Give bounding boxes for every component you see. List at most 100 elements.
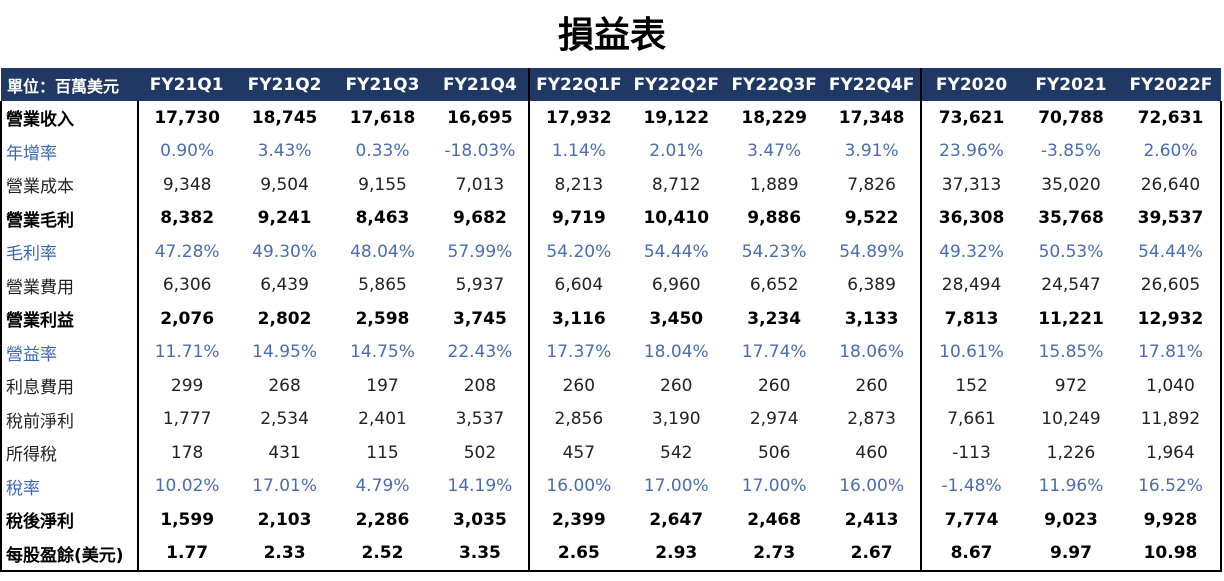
table-row: 稅率 10.02% 17.01% 4.79% 14.19% 16.00% 17.00% 17.… [0, 469, 1223, 503]
table-cell: 72,631 [1120, 101, 1223, 135]
table-cell: 47.28% [154, 241, 220, 262]
row-label: 稅後淨利 [0, 503, 139, 537]
table-cell: 9,023 [1044, 509, 1098, 530]
table-cell: 2,103 [257, 509, 312, 530]
row-label: 稅率 [0, 469, 139, 503]
table-cell: 2,534 [260, 409, 309, 430]
table-cell: 23.96% [920, 134, 1022, 168]
table-cell: 178 [170, 442, 204, 463]
column-header: FY22Q3F [725, 68, 824, 101]
table-cell: 506 [757, 442, 791, 463]
column-header: FY22Q2F [627, 68, 726, 101]
table-cell: 8.67 [920, 536, 1022, 572]
table-cell: 49.30% [252, 241, 317, 262]
table-cell: 10.61% [920, 335, 1022, 369]
table-cell: 2,974 [749, 409, 799, 430]
column-header: FY2020 [920, 68, 1022, 101]
table-cell: 3.43% [257, 141, 312, 162]
table-cell: 3,116 [528, 302, 628, 336]
table-cell: -113 [920, 436, 1022, 470]
table-cell: 2,598 [355, 308, 410, 329]
column-header: FY21Q2 [235, 68, 334, 101]
table-cell: 1.14% [528, 134, 628, 168]
table-cell: 9,886 [747, 208, 802, 229]
header-unit-label: 單位：百萬美元 [1, 68, 138, 101]
table-cell: 22.43% [447, 342, 513, 363]
column-header: FY21Q4 [431, 68, 530, 101]
table-cell: 10,249 [1041, 409, 1101, 430]
table-cell: -1.48% [920, 469, 1022, 503]
table-cell: 2.67 [823, 536, 922, 572]
table-cell: 4.79% [355, 476, 410, 497]
table-cell: 10.98 [1120, 536, 1223, 572]
table-cell: 39,537 [1120, 201, 1223, 235]
row-label: 每股盈餘(美元) [0, 536, 139, 572]
table-row: 所得稅 178 431 115 502 457 542 506 460 -113 1,226 1,96… [0, 436, 1223, 470]
table-cell: 6,960 [651, 275, 701, 296]
table-cell: 73,621 [920, 101, 1022, 135]
table-cell: 11,221 [1038, 308, 1104, 329]
table-cell: 2,286 [355, 509, 410, 530]
table-cell: 54.89% [839, 241, 905, 262]
page-title: 損益表 [557, 15, 666, 56]
table-body: 營業收入 17,730 18,745 17,618 16,695 17,932 19,122… [0, 101, 1223, 572]
table-cell: 9.97 [1021, 536, 1121, 572]
table-cell: 9,504 [260, 174, 309, 195]
table-row: 每股盈餘(美元) 1.77 2.33 2.52 3.35 2.65 2.93 2.73 2.67… [0, 536, 1223, 572]
table-cell: 17.81% [1120, 335, 1223, 369]
table-cell: 6,389 [847, 275, 896, 296]
table-cell: 3.35 [431, 536, 530, 572]
table-cell: 2,413 [844, 509, 899, 530]
table-cell: 7,774 [920, 503, 1022, 537]
table-cell: 5,937 [455, 275, 505, 296]
table-cell: 26,605 [1120, 268, 1223, 302]
row-label: 年增率 [0, 134, 139, 168]
table-cell: 9,348 [162, 174, 212, 195]
table-cell: 2,399 [528, 503, 628, 537]
table-cell: 2.93 [627, 536, 726, 572]
column-header: FY22Q1F [528, 68, 628, 101]
table-cell: 19,122 [643, 107, 710, 128]
table-cell: 8,213 [528, 168, 628, 202]
table-cell: 1,599 [160, 509, 215, 530]
table-cell: 26,640 [1120, 168, 1223, 202]
column-header: FY21Q3 [333, 68, 432, 101]
table-cell: 3,450 [649, 308, 704, 329]
table-cell: 11,892 [1120, 402, 1223, 436]
table-cell: 17,730 [154, 107, 220, 128]
table-cell: 17,618 [349, 107, 416, 128]
row-label: 稅前淨利 [0, 402, 139, 436]
table-cell: 7,826 [847, 174, 896, 195]
table-cell: 1,040 [1120, 369, 1223, 403]
table-cell: 2.65 [528, 536, 628, 572]
table-cell: 260 [528, 369, 628, 403]
table-cell: 37,313 [920, 168, 1022, 202]
table-cell: 1,777 [162, 409, 212, 430]
table-cell: 197 [366, 375, 399, 396]
row-label: 利息費用 [0, 369, 139, 403]
table-cell: 457 [528, 436, 628, 470]
table-cell: 9,719 [528, 201, 628, 235]
table-cell: 54.23% [741, 241, 807, 262]
table-cell: 2.33 [235, 536, 334, 572]
table-cell: 3,190 [651, 409, 701, 430]
table-cell: 11.96% [1038, 476, 1104, 497]
table-cell: 260 [660, 375, 693, 396]
table-cell: 49.32% [920, 235, 1022, 269]
table-cell: 15.85% [1038, 342, 1104, 363]
table-cell: 10.02% [154, 476, 220, 497]
table-cell: 2.73 [725, 536, 824, 572]
table-cell: 8,712 [651, 174, 701, 195]
table-cell: 2,856 [528, 402, 628, 436]
table-cell: 70,788 [1038, 107, 1104, 128]
table-cell: 18.06% [839, 342, 905, 363]
table-cell: 9,928 [1120, 503, 1223, 537]
table-cell: 0.90% [160, 141, 215, 162]
table-row: 營業成本 9,348 9,504 9,155 7,013 8,213 8,712 1,889 7… [0, 168, 1223, 202]
table-cell: 299 [170, 375, 204, 396]
table-cell: 9,682 [453, 208, 507, 229]
table-cell: 268 [268, 375, 301, 396]
table-cell: 0.33% [355, 141, 410, 162]
table-cell: 48.04% [350, 241, 415, 262]
table-cell: 17.37% [528, 335, 628, 369]
